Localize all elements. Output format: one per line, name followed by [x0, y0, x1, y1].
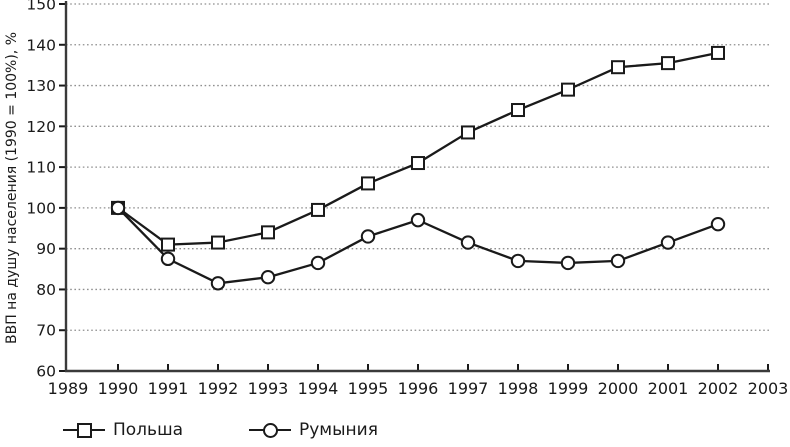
y-tick-label-150: 150: [26, 0, 56, 14]
x-tick-label-1990: 1990: [98, 379, 139, 398]
data-point-Румыния-1998: [510, 253, 526, 269]
data-point-Польша-1999: [561, 82, 575, 97]
y-tick-label-120: 120: [26, 118, 56, 136]
romania-legend-marker: [249, 422, 291, 438]
legend-item-poland: Польша: [63, 416, 183, 444]
legend-label-romania: Румыния: [299, 420, 378, 440]
data-point-Польша-1997: [461, 125, 475, 140]
square-marker-icon: [77, 423, 92, 438]
x-tick-label-1994: 1994: [298, 379, 339, 398]
x-tick-label-2002: 2002: [698, 379, 739, 398]
x-tick-label-2000: 2000: [598, 379, 639, 398]
x-tick-label-1996: 1996: [398, 379, 439, 398]
data-point-Польша-1998: [511, 103, 525, 118]
data-point-Польша-2001: [661, 56, 675, 71]
y-tick-label-90: 90: [36, 240, 56, 258]
x-tick-label-1989: 1989: [48, 379, 89, 398]
data-point-Румыния-1996: [410, 212, 426, 228]
x-tick-label-1995: 1995: [348, 379, 389, 398]
y-tick-label-100: 100: [26, 199, 56, 217]
y-tick-label-130: 130: [26, 77, 56, 95]
data-point-Румыния-1994: [310, 255, 326, 271]
data-point-Польша-1995: [361, 176, 375, 191]
y-tick-label-60: 60: [36, 363, 56, 381]
x-tick-label-1991: 1991: [148, 379, 189, 398]
data-point-Румыния-2000: [610, 253, 626, 269]
y-tick-label-70: 70: [36, 322, 56, 340]
y-tick-label-80: 80: [36, 281, 56, 299]
data-point-Румыния-1999: [560, 255, 576, 271]
data-point-Польша-1994: [311, 202, 325, 217]
data-point-Польша-1996: [411, 156, 425, 171]
data-point-Польша-1992: [211, 235, 225, 250]
poland-legend-marker: [63, 422, 105, 438]
data-point-Польша-1993: [261, 225, 275, 240]
circle-marker-icon: [263, 423, 278, 438]
data-point-Румыния-1995: [360, 229, 376, 244]
x-tick-label-1999: 1999: [548, 379, 589, 398]
data-point-Румыния-1991: [160, 251, 176, 267]
data-point-Румыния-1990: [110, 200, 126, 216]
x-tick-label-1992: 1992: [198, 379, 239, 398]
x-tick-label-1998: 1998: [498, 379, 539, 398]
plot-area: 60 70 80 90 100 110 120 130 140 150 1989 1990 1991 19…: [4, 0, 789, 398]
x-tick-label-2001: 2001: [648, 379, 689, 398]
x-tick-label-1993: 1993: [248, 379, 289, 398]
legend-item-romania: Румыния: [249, 416, 378, 444]
data-point-Польша-1991: [161, 237, 175, 252]
data-point-Польша-2000: [611, 60, 625, 75]
data-point-Польша-2002: [711, 45, 725, 60]
chart-legend: Польша Румыния: [0, 416, 790, 444]
data-point-Румыния-1992: [210, 276, 226, 291]
legend-label-poland: Польша: [113, 420, 184, 440]
x-tick-label-2003: 2003: [748, 379, 789, 398]
x-tick-label-1997: 1997: [448, 379, 489, 398]
data-point-Румыния-2002: [710, 217, 726, 232]
data-point-Румыния-2001: [660, 235, 676, 250]
y-axis-title: ВВП на душу населения (1990 = 100%), %: [4, 32, 20, 344]
y-tick-label-110: 110: [26, 159, 56, 177]
y-tick-label-140: 140: [26, 36, 56, 54]
data-point-Румыния-1993: [260, 270, 276, 285]
data-point-Румыния-1997: [460, 235, 476, 250]
